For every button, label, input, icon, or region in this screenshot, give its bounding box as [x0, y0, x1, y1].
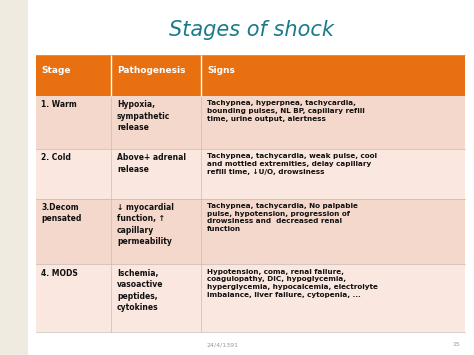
Bar: [36, 199, 111, 264]
Bar: [201, 264, 465, 332]
Bar: [201, 199, 465, 264]
Text: Pathogenesis: Pathogenesis: [117, 66, 186, 75]
Bar: [36, 149, 111, 199]
Text: Stages of shock: Stages of shock: [169, 20, 334, 39]
Text: 3.Decom
pensated: 3.Decom pensated: [41, 203, 82, 223]
Text: 15: 15: [452, 342, 460, 347]
Text: 1. Warm: 1. Warm: [41, 100, 77, 109]
Text: 4. MODS: 4. MODS: [41, 269, 78, 278]
Text: Tachypnea, tachycardia, No palpable
pulse, hypotension, progression of
drowsines: Tachypnea, tachycardia, No palpable puls…: [207, 203, 358, 232]
Bar: [36, 264, 111, 332]
Bar: [36, 96, 111, 149]
Text: Above+ adrenal
release: Above+ adrenal release: [117, 153, 186, 174]
Bar: [201, 149, 465, 199]
Bar: [111, 55, 201, 96]
Bar: [201, 96, 465, 149]
Bar: [111, 96, 201, 149]
Text: ↓ myocardial
function, ↑
capillary
permeability: ↓ myocardial function, ↑ capillary perme…: [117, 203, 174, 246]
Bar: [111, 264, 201, 332]
Text: 24/4/1391: 24/4/1391: [207, 342, 239, 347]
Text: Stage: Stage: [41, 66, 71, 75]
Text: Tachypnea, hyperpnea, tachycardia,
bounding pulses, NL BP, capillary refill
time: Tachypnea, hyperpnea, tachycardia, bound…: [207, 100, 365, 122]
Text: Signs: Signs: [207, 66, 235, 75]
Bar: [111, 149, 201, 199]
Bar: [111, 199, 201, 264]
Text: Ischemia,
vasoactive
peptides,
cytokines: Ischemia, vasoactive peptides, cytokines: [117, 269, 164, 312]
Bar: [201, 55, 465, 96]
Text: 2. Cold: 2. Cold: [41, 153, 71, 162]
Text: Tachypnea, tachycardia, weak pulse, cool
and mottled extremities, delay capillar: Tachypnea, tachycardia, weak pulse, cool…: [207, 153, 377, 175]
Text: Hypoxia,
sympathetic
release: Hypoxia, sympathetic release: [117, 100, 171, 132]
Bar: [36, 55, 111, 96]
Text: Hypotension, coma, renal failure,
coagulopathy, DIC, hypoglycemia,
hyperglycemia: Hypotension, coma, renal failure, coagul…: [207, 269, 378, 298]
